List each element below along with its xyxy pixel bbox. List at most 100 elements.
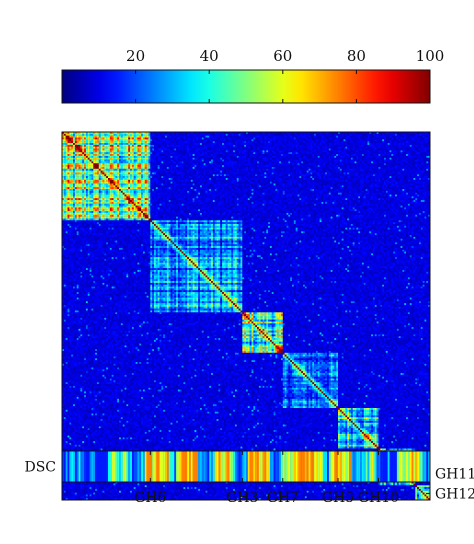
heatmap-cell: [115, 156, 117, 158]
heatmap-cell: [292, 139, 294, 141]
heatmap-cell: [139, 145, 141, 147]
heatmap-cell: [399, 138, 401, 140]
heatmap-cell: [303, 150, 305, 152]
heatmap-cell: [79, 149, 81, 151]
heatmap-cell: [332, 158, 334, 160]
heatmap-cell: [80, 156, 82, 158]
heatmap-cell: [68, 152, 70, 154]
heatmap-cell: [206, 138, 208, 140]
heatmap-cell: [137, 154, 139, 156]
heatmap-cell: [417, 158, 419, 160]
heatmap-cell: [314, 134, 316, 136]
heatmap-cell: [77, 149, 79, 151]
heatmap-cell: [187, 149, 189, 151]
heatmap-cell: [123, 156, 125, 158]
heatmap-cell: [132, 141, 134, 143]
heatmap-cell: [90, 158, 92, 160]
heatmap-cell: [106, 149, 108, 151]
heatmap-cell: [307, 138, 309, 140]
heatmap-cell: [119, 158, 121, 160]
heatmap-cell: [334, 145, 336, 147]
heatmap-cell: [290, 152, 292, 154]
heatmap-cell: [259, 134, 261, 136]
heatmap-cell: [377, 134, 379, 136]
heatmap-cell: [406, 136, 408, 138]
heatmap-cell: [207, 152, 209, 154]
heatmap-cell: [222, 156, 224, 158]
heatmap-cell: [277, 152, 279, 154]
heatmap-cell: [406, 156, 408, 158]
heatmap-cell: [178, 150, 180, 152]
heatmap-cell: [112, 149, 114, 151]
heatmap-cell: [382, 154, 384, 156]
heatmap-cell: [325, 145, 327, 147]
heatmap-cell: [413, 154, 415, 156]
heatmap-cell: [355, 136, 357, 138]
heatmap-cell: [73, 156, 75, 158]
heatmap-cell: [154, 154, 156, 156]
heatmap-cell: [137, 156, 139, 158]
heatmap-cell: [415, 156, 417, 158]
heatmap-cell: [172, 141, 174, 143]
heatmap-cell: [327, 150, 329, 152]
heatmap-cell: [163, 141, 165, 143]
heatmap-cell: [274, 138, 276, 140]
heatmap-cell: [281, 145, 283, 147]
heatmap-cell: [231, 136, 233, 138]
heatmap-cell: [285, 143, 287, 145]
heatmap-cell: [417, 152, 419, 154]
heatmap-cell: [360, 145, 362, 147]
heatmap-cell: [303, 158, 305, 160]
heatmap-cell: [344, 134, 346, 136]
heatmap-cell: [344, 156, 346, 158]
heatmap-cell: [290, 136, 292, 138]
heatmap-cell: [220, 158, 222, 160]
heatmap-cell: [356, 149, 358, 151]
heatmap-cell: [375, 139, 377, 141]
heatmap-cell: [224, 138, 226, 140]
heatmap-cell: [408, 138, 410, 140]
heatmap-cell: [79, 158, 81, 160]
heatmap-cell: [331, 150, 333, 152]
heatmap-cell: [88, 154, 90, 156]
heatmap-cell: [393, 156, 395, 158]
heatmap-cell: [301, 156, 303, 158]
heatmap-cell: [198, 150, 200, 152]
heatmap-cell: [66, 150, 68, 152]
heatmap-cell: [246, 138, 248, 140]
heatmap-cell: [125, 134, 127, 136]
heatmap-cell: [355, 156, 357, 158]
heatmap-cell: [165, 138, 167, 140]
heatmap-cell: [64, 149, 66, 151]
heatmap-cell: [110, 147, 112, 149]
heatmap-cell: [266, 134, 268, 136]
heatmap-cell: [272, 141, 274, 143]
heatmap-cell: [248, 158, 250, 160]
heatmap-cell: [145, 154, 147, 156]
heatmap-cell: [169, 139, 171, 141]
heatmap-cell: [413, 141, 415, 143]
heatmap-cell: [178, 138, 180, 140]
colorbar-gradient: [62, 70, 430, 103]
heatmap-cell: [342, 158, 344, 160]
heatmap-cell: [393, 154, 395, 156]
heatmap-cell: [73, 141, 75, 143]
heatmap-cell: [299, 143, 301, 145]
heatmap-cell: [395, 149, 397, 151]
heatmap-cell: [134, 136, 136, 138]
heatmap-cell: [136, 156, 138, 158]
heatmap-cell: [327, 143, 329, 145]
heatmap-cell: [345, 143, 347, 145]
heatmap-cell: [156, 145, 158, 147]
heatmap-cell: [252, 145, 254, 147]
heatmap-cell: [108, 141, 110, 143]
heatmap-cell: [391, 134, 393, 136]
heatmap-cell: [75, 152, 77, 154]
heatmap-cell: [147, 145, 149, 147]
heatmap-cell: [165, 156, 167, 158]
heatmap-cell: [347, 138, 349, 140]
heatmap-cell: [298, 139, 300, 141]
heatmap-cell: [250, 150, 252, 152]
heatmap-cell: [158, 152, 160, 154]
heatmap-cell: [211, 154, 213, 156]
